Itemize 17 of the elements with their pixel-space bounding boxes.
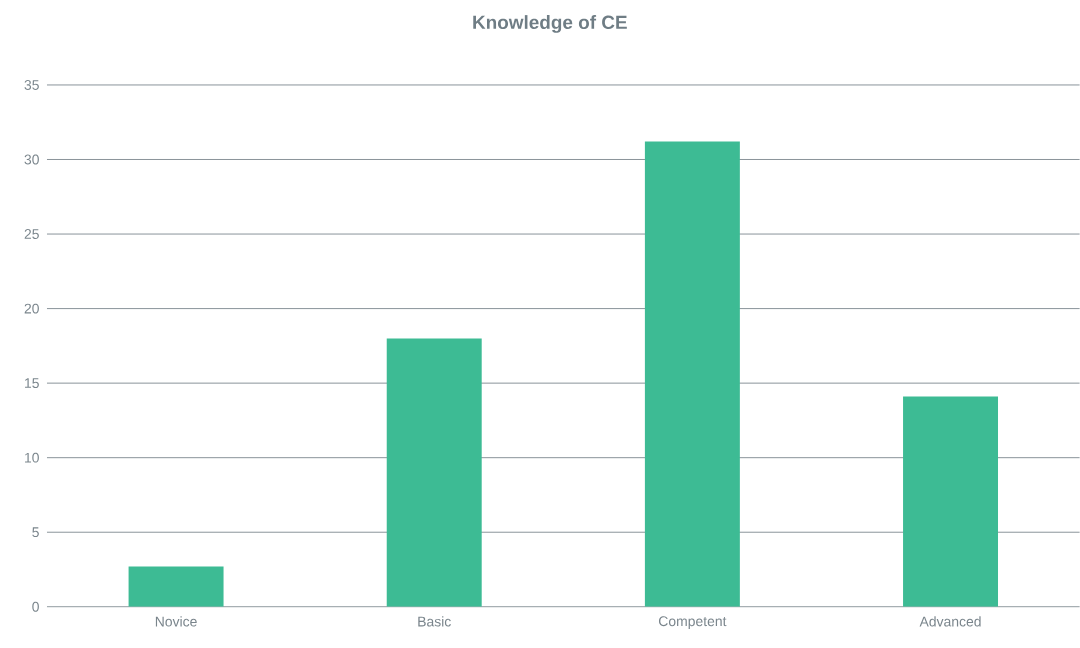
x-tick-label: Novice bbox=[155, 616, 197, 627]
y-tick-label: 10 bbox=[25, 452, 39, 463]
y-tick-label: 15 bbox=[25, 378, 39, 389]
y-tick-label: 5 bbox=[32, 527, 39, 538]
y-tick-label: 25 bbox=[24, 229, 39, 240]
y-tick-label: 20 bbox=[24, 303, 39, 314]
bar bbox=[128, 566, 224, 607]
x-tick-label: Basic bbox=[418, 616, 451, 627]
x-tick-label: Advanced bbox=[919, 616, 981, 627]
y-tick-label: 30 bbox=[24, 154, 39, 165]
chart-title: Knowledge of CE bbox=[473, 15, 627, 33]
y-tick-label: 35 bbox=[24, 80, 39, 91]
x-tick-label: Competent bbox=[658, 616, 727, 630]
bar bbox=[644, 141, 740, 607]
y-tick-label: 0 bbox=[32, 601, 39, 612]
bar bbox=[903, 396, 999, 607]
bar bbox=[386, 338, 482, 607]
